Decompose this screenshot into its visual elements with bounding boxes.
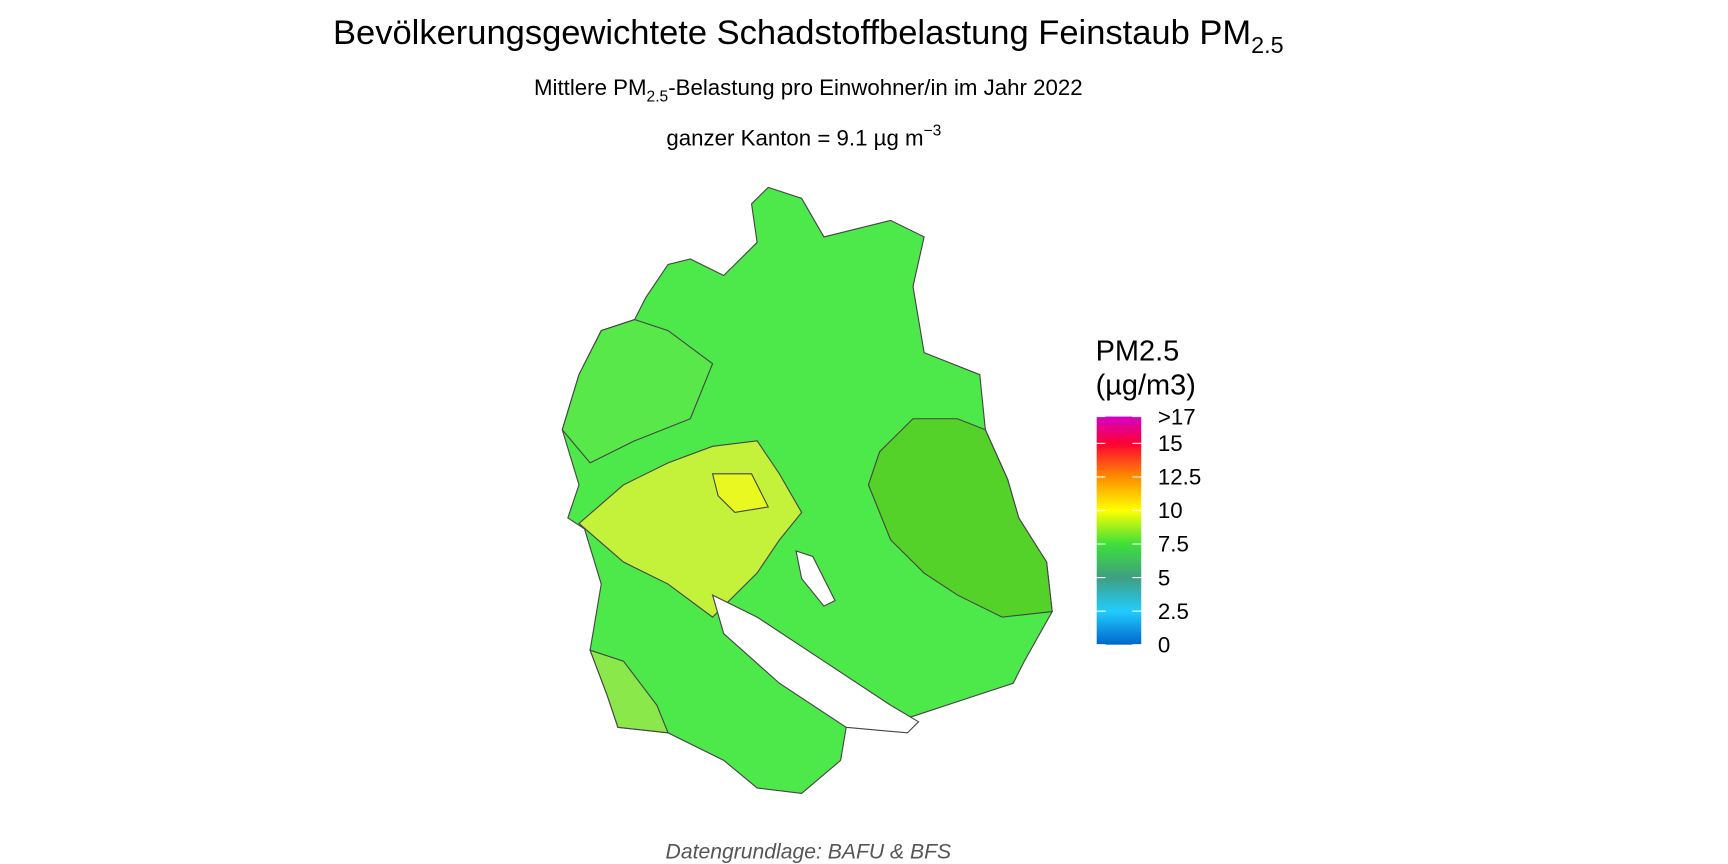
summary-superscript: −3 (924, 123, 942, 140)
region-south-west (589, 649, 669, 734)
subtitle-text: Mittlere PM (534, 75, 647, 100)
region-north-west (561, 318, 714, 464)
legend-tick-label: 2.5 (1158, 599, 1189, 624)
legend-tick-label: 10 (1158, 498, 1183, 523)
title-subscript: 2.5 (1251, 32, 1283, 58)
region-east (867, 418, 1053, 618)
legend-ticks: 0 2.5 5 7.5 10 12.5 15>17 (1096, 404, 1201, 657)
canton (561, 186, 1053, 795)
legend-tick-label: 7.5 (1158, 532, 1189, 557)
legend-tick-label: 15 (1158, 431, 1183, 456)
summary-text: ganzer Kanton = 9.1 µg m (666, 126, 923, 151)
title: Bevölkerungsgewichtete Schadstoffbelastu… (333, 14, 1284, 58)
legend-tick-label: 0 (1158, 632, 1170, 657)
title-text: Bevölkerungsgewichtete Schadstoffbelastu… (333, 14, 1251, 52)
region-center (711, 473, 770, 514)
subtitle-subscript: 2.5 (647, 88, 669, 105)
legend-title: PM2.5 (1096, 335, 1180, 367)
colorbar (1096, 416, 1142, 645)
summary: ganzer Kanton = 9.1 µg m−3 (666, 123, 941, 151)
legend-tick-label: 12.5 (1158, 465, 1201, 490)
lake (711, 594, 920, 734)
lake-small (795, 550, 836, 607)
legend-tick-label: 5 (1158, 565, 1170, 590)
subtitle: Mittlere PM2.5-Belastung pro Einwohner/i… (534, 75, 1083, 105)
legend-tick-label: >17 (1158, 404, 1196, 429)
canton-map (561, 186, 1053, 795)
caption: Datengrundlage: BAFU & BFS (666, 841, 952, 864)
legend-title: (µg/m3) (1096, 370, 1196, 402)
subtitle-text: -Belastung pro Einwohner/in im Jahr 2022 (668, 75, 1082, 100)
